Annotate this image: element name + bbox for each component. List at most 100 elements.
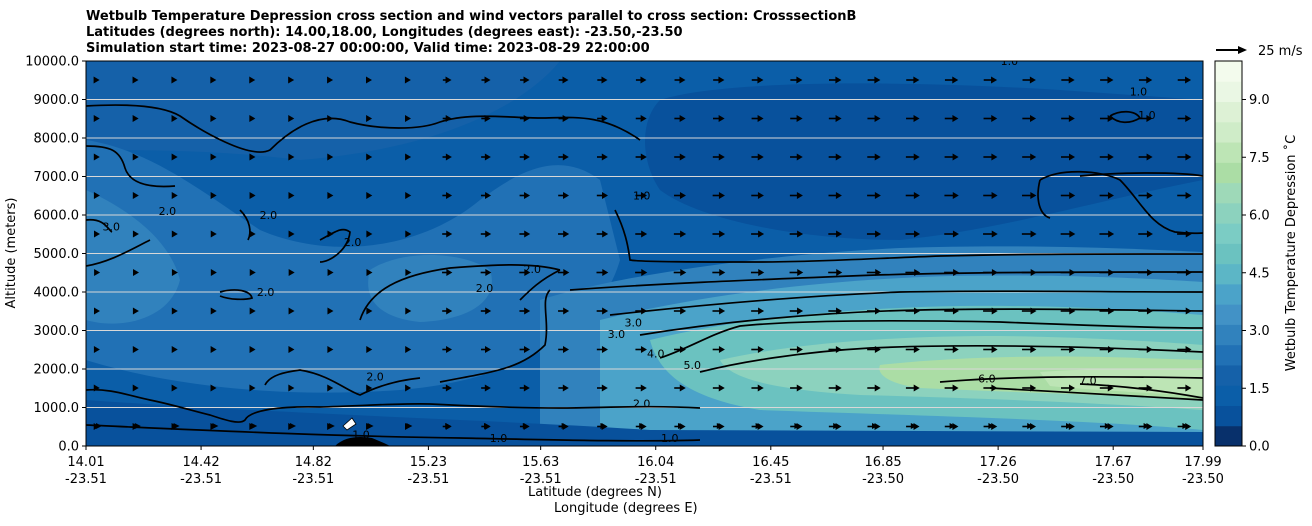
colorbar-tick-label: 0.0 — [1249, 440, 1270, 455]
wind-vector — [712, 269, 726, 276]
contour-label: 1.0 — [1130, 86, 1148, 99]
y-tick-label: 7000.0 — [34, 170, 80, 185]
wind-vector — [288, 115, 295, 122]
wind-vector — [790, 76, 803, 84]
wind-vector — [1060, 346, 1076, 353]
x-tick-label-lat: 14.01 — [67, 455, 104, 470]
x-tick-label-lon: -23.50 — [1182, 472, 1224, 487]
wind-vector — [405, 269, 412, 276]
contour-label: 7.0 — [1079, 374, 1097, 387]
wind-vector — [1061, 115, 1075, 122]
wind-vector — [1060, 269, 1076, 276]
wind-vector — [983, 76, 998, 84]
wind-vector — [522, 423, 529, 429]
colorbar-band — [1215, 405, 1242, 427]
wind-vector — [983, 307, 998, 315]
wind-vector — [93, 76, 100, 84]
title-line-3: Simulation start time: 2023-08-27 00:00:… — [86, 41, 650, 56]
wind-vector — [1138, 192, 1153, 199]
colorbar-band — [1215, 385, 1242, 406]
wind-vector — [872, 423, 878, 429]
y-tick-label: 8000.0 — [34, 132, 80, 147]
x-tick-label-lon: -23.51 — [750, 472, 792, 487]
x-tick-label-lon: -23.50 — [862, 472, 904, 487]
wind-vector — [561, 423, 568, 429]
wind-vector — [366, 307, 373, 315]
wind-vector — [132, 115, 139, 122]
wind-vector — [327, 76, 334, 84]
wind-vector — [867, 153, 881, 161]
wind-vector — [442, 192, 453, 199]
wind-vector — [828, 153, 842, 161]
wind-vector — [866, 269, 882, 276]
wind-vector — [983, 384, 998, 392]
colorbar-tick-label: 4.5 — [1249, 266, 1270, 281]
x-axis-ticks: 14.01 -23.51 14.42 -23.51 14.82 -23.51 15.23 -2… — [65, 446, 1224, 487]
wind-vector — [210, 307, 217, 315]
field-surface — [86, 400, 1203, 446]
wind-vector — [828, 307, 843, 315]
wind-vector — [1099, 115, 1114, 122]
wind-vector — [596, 384, 608, 392]
wind-vector — [673, 230, 687, 238]
wind-vector — [944, 153, 959, 161]
wind-vector — [867, 115, 881, 122]
wind-vector — [833, 423, 840, 429]
wind-vector — [1177, 307, 1192, 315]
wind-vector — [1027, 423, 1034, 429]
wind-vector — [716, 423, 723, 429]
wind-vector — [673, 269, 687, 276]
x-tick-label-lat: 17.67 — [1095, 455, 1132, 470]
wind-vector — [366, 346, 373, 353]
contour-label: 5.0 — [683, 359, 701, 372]
wind-vector — [910, 423, 917, 429]
wind-vector — [249, 346, 256, 353]
wind-vector — [828, 269, 843, 276]
wind-vector — [983, 230, 998, 238]
wind-vector — [674, 346, 686, 353]
wind-vector — [519, 115, 530, 122]
wind-vector — [249, 153, 256, 161]
wind-vector — [481, 76, 491, 84]
wind-vector — [519, 192, 531, 199]
wind-vector — [366, 192, 373, 199]
wind-vector — [674, 192, 686, 199]
wind-vector — [674, 76, 686, 84]
wind-vector — [132, 384, 139, 392]
wind-vector — [249, 307, 256, 315]
wind-vector — [519, 307, 531, 315]
wind-vector — [1022, 384, 1037, 392]
wind-vector — [635, 307, 648, 315]
wind-vector — [288, 384, 295, 392]
wind-vector — [597, 115, 608, 122]
wind-vector — [905, 269, 921, 276]
wind-vector — [1099, 346, 1114, 353]
wind-vector — [789, 346, 803, 353]
wind-vector — [906, 76, 920, 84]
wind-vector — [290, 423, 296, 429]
contour-label: 2.0 — [476, 282, 494, 295]
wind-vector — [635, 192, 647, 199]
wind-vector — [712, 230, 726, 238]
colorbar-band — [1215, 263, 1242, 285]
wind-vector — [828, 230, 843, 238]
colorbar — [1214, 60, 1243, 447]
wind-vector — [1138, 384, 1153, 392]
wind-vector — [673, 307, 687, 315]
colorbar-band — [1215, 61, 1242, 82]
wind-vector — [1060, 230, 1076, 238]
wind-vector — [828, 76, 842, 84]
wind-vector — [790, 153, 803, 161]
x-tick-label-lat: 17.99 — [1184, 455, 1221, 470]
wind-vector — [366, 115, 373, 122]
wind-vector — [558, 153, 569, 161]
plot-area: 3.02.0 2.02.02.02.02.02.01.03.03.04.05.06… — [86, 61, 1203, 446]
wind-vector — [249, 230, 256, 238]
wind-vector — [93, 384, 100, 392]
wind-vector — [93, 192, 100, 199]
wind-vector — [751, 115, 764, 122]
wind-vector — [327, 115, 334, 122]
wind-vector — [484, 423, 490, 429]
wind-vector — [442, 115, 452, 122]
wind-vector — [132, 192, 139, 199]
